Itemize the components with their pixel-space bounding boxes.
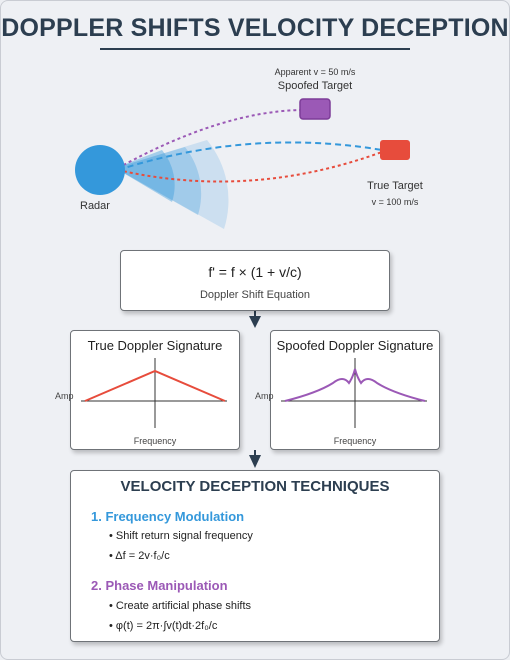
true-target bbox=[380, 140, 410, 160]
techniques-box: VELOCITY DECEPTION TECHNIQUES 1. Frequen… bbox=[70, 470, 440, 642]
true-signal-path-lower bbox=[117, 151, 383, 183]
spoofed-doppler-title: Spoofed Doppler Signature bbox=[276, 338, 434, 353]
spoofed-doppler-y-label: Amp bbox=[255, 391, 274, 401]
true-signal-path-upper bbox=[117, 141, 383, 171]
technique-2-bullet-2: • φ(t) = 2π·∫v(t)dt·2f₀/c bbox=[109, 620, 218, 632]
spoofed-target-label: Spoofed Target bbox=[277, 80, 353, 92]
radar-dish bbox=[75, 145, 125, 195]
technique-2-title: 2. Phase Manipulation bbox=[91, 578, 228, 593]
technique-1-bullet-1: • Shift return signal frequency bbox=[109, 530, 253, 542]
spoofed-apparent-velocity: Apparent v = 50 m/s bbox=[274, 67, 356, 77]
equation-box: f' = f × (1 + v/c) Doppler Shift Equatio… bbox=[120, 250, 390, 311]
page-title: DOPPLER SHIFTS VELOCITY DECEPTION bbox=[1, 14, 509, 42]
true-target-velocity: v = 100 m/s bbox=[371, 197, 419, 207]
true-target-label: True Target bbox=[367, 180, 423, 192]
spoofed-doppler-curve bbox=[284, 368, 426, 402]
technique-2-bullet-1: • Create artificial phase shifts bbox=[109, 600, 252, 612]
equation-caption: Doppler Shift Equation bbox=[199, 289, 311, 301]
radar-beam-inner bbox=[115, 150, 175, 202]
true-doppler-panel: True Doppler Signature Amp Frequency bbox=[55, 330, 240, 450]
arrow-head-1 bbox=[249, 316, 261, 328]
technique-1-title: 1. Frequency Modulation bbox=[91, 509, 245, 524]
radar-beam-outer bbox=[115, 140, 229, 229]
true-doppler-y-label: Amp bbox=[55, 391, 74, 401]
true-doppler-plot bbox=[81, 358, 227, 428]
spoofed-signal-path bbox=[117, 109, 301, 169]
doppler-equation: f' = f × (1 + v/c) bbox=[208, 264, 302, 280]
true-doppler-curve bbox=[84, 369, 226, 402]
true-doppler-title: True Doppler Signature bbox=[87, 338, 223, 353]
radar-beam-middle bbox=[115, 147, 202, 215]
techniques-heading: VELOCITY DECEPTION TECHNIQUES bbox=[120, 478, 390, 495]
spoofed-doppler-panel: Spoofed Doppler Signature Amp Frequency bbox=[255, 330, 440, 450]
arrow-head-2 bbox=[249, 455, 261, 468]
spoofed-doppler-x-label: Frequency bbox=[333, 436, 377, 446]
title-underline bbox=[100, 48, 410, 50]
technique-1-bullet-2: • Δf = 2v·f₀/c bbox=[109, 550, 170, 562]
radar-label: Radar bbox=[80, 200, 110, 212]
spoofed-target bbox=[299, 98, 331, 120]
spoofed-doppler-plot bbox=[281, 358, 427, 428]
true-doppler-x-label: Frequency bbox=[133, 436, 177, 446]
